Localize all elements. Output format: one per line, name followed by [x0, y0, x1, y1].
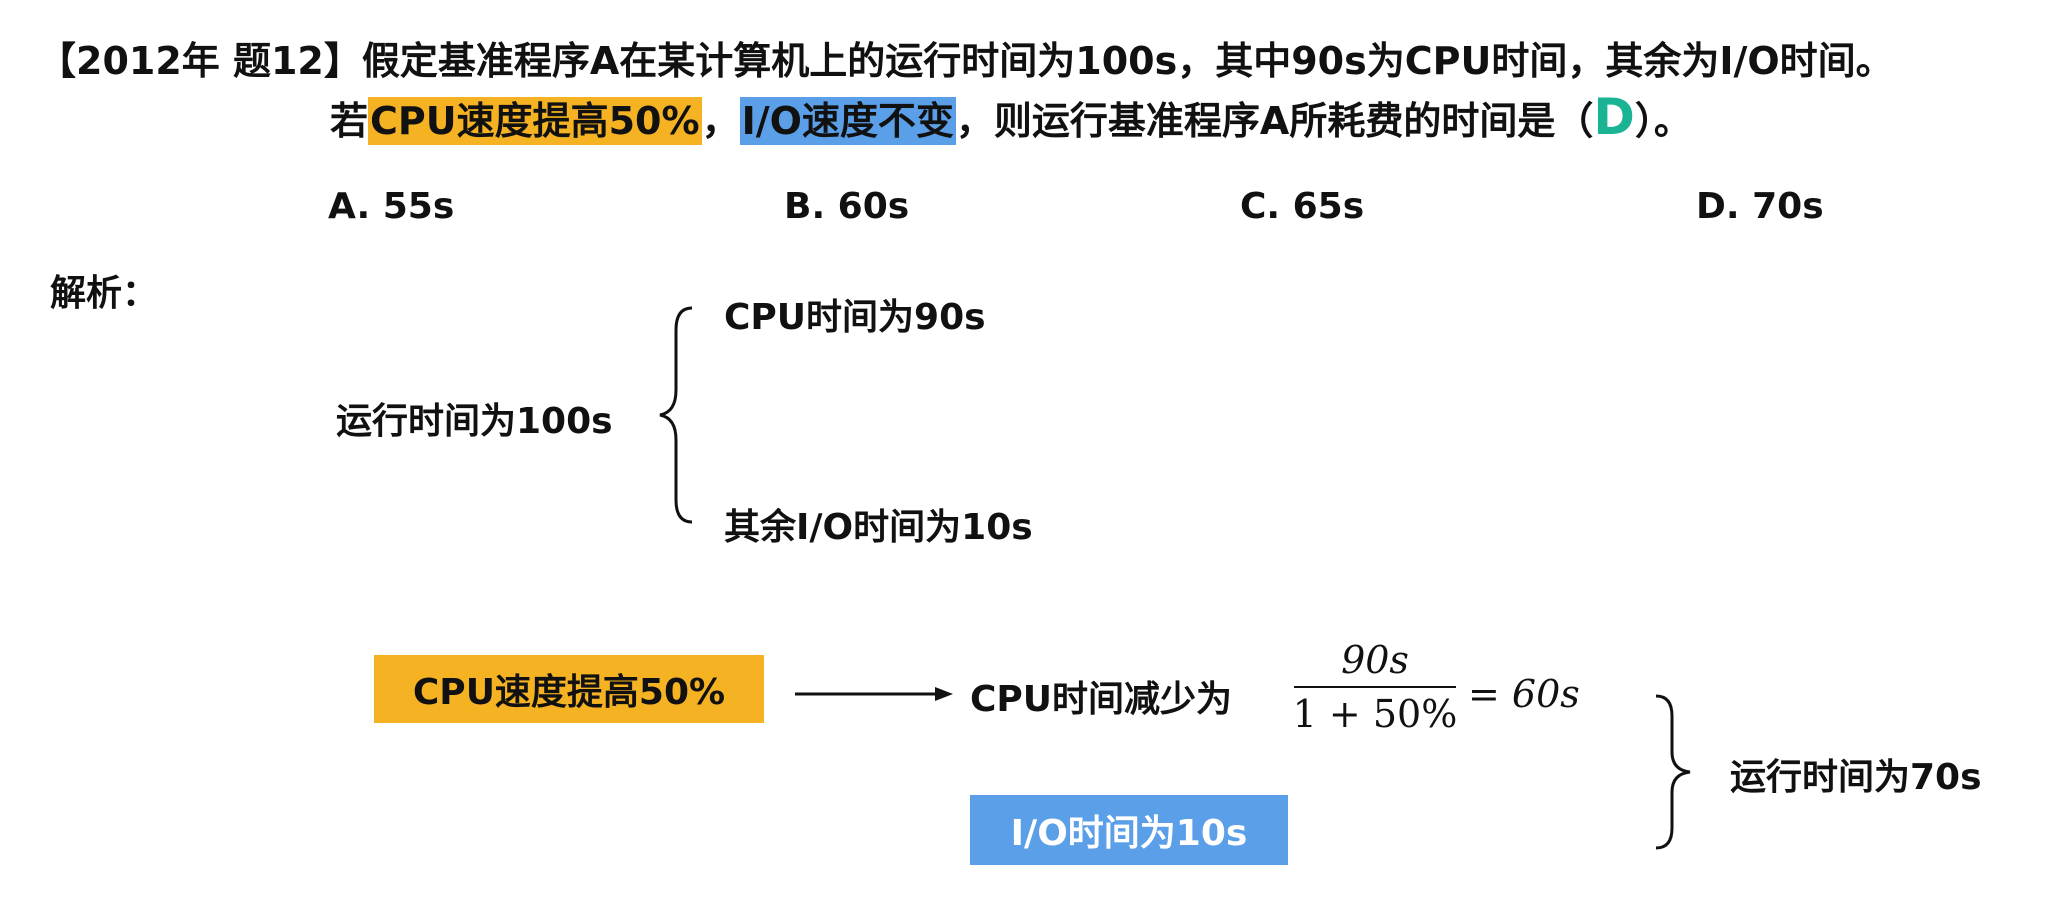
- io-time-box: I/O时间为10s: [970, 795, 1288, 865]
- question-line-2: 若CPU速度提高50%，I/O速度不变，则运行基准程序A所耗费的时间是（D）。: [330, 92, 1692, 145]
- option-c: C. 65s: [1240, 186, 1365, 227]
- option-b: B. 60s: [784, 186, 910, 227]
- left-brace-icon: [659, 306, 693, 524]
- fraction-numerator: 90s: [1341, 638, 1409, 682]
- highlight-io-speed: I/O速度不变: [739, 97, 956, 145]
- equals-result: = 60s: [1468, 672, 1580, 716]
- option-d: D. 70s: [1696, 186, 1824, 227]
- question-text: 假定基准程序A在某计算机上的运行时间为100s，其中90s为CPU时间，其余为I…: [361, 39, 1894, 83]
- cpu-reduced-label: CPU时间减少为: [970, 679, 1233, 720]
- final-result: 运行时间为70s: [1730, 757, 1982, 798]
- answer-letter: D: [1593, 88, 1635, 146]
- cpu-time: CPU时间为90s: [724, 297, 986, 338]
- fraction-bar: [1294, 686, 1456, 688]
- fraction: 90s 1 + 50%: [1290, 636, 1460, 738]
- question-tag: 【2012年 题12】: [38, 39, 362, 83]
- fraction-denominator: 1 + 50%: [1292, 692, 1458, 736]
- arrow-right-icon: [795, 687, 953, 701]
- comma: ，: [701, 99, 740, 143]
- option-a: A. 55s: [328, 186, 455, 227]
- total-time: 运行时间为100s: [336, 401, 613, 442]
- io-time: 其余I/O时间为10s: [724, 507, 1033, 548]
- question-suffix: ，则运行基准程序A所耗费的时间是（: [955, 99, 1594, 143]
- question-line-1: 【2012年 题12】假定基准程序A在某计算机上的运行时间为100s，其中90s…: [38, 38, 1894, 84]
- highlight-cpu-speed: CPU速度提高50%: [368, 97, 702, 145]
- analysis-label: 解析：: [50, 273, 159, 314]
- question-end: ）。: [1634, 99, 1692, 143]
- question-prefix: 若: [330, 99, 369, 143]
- cpu-speed-box: CPU速度提高50%: [374, 655, 764, 723]
- right-brace-icon: [1655, 694, 1691, 850]
